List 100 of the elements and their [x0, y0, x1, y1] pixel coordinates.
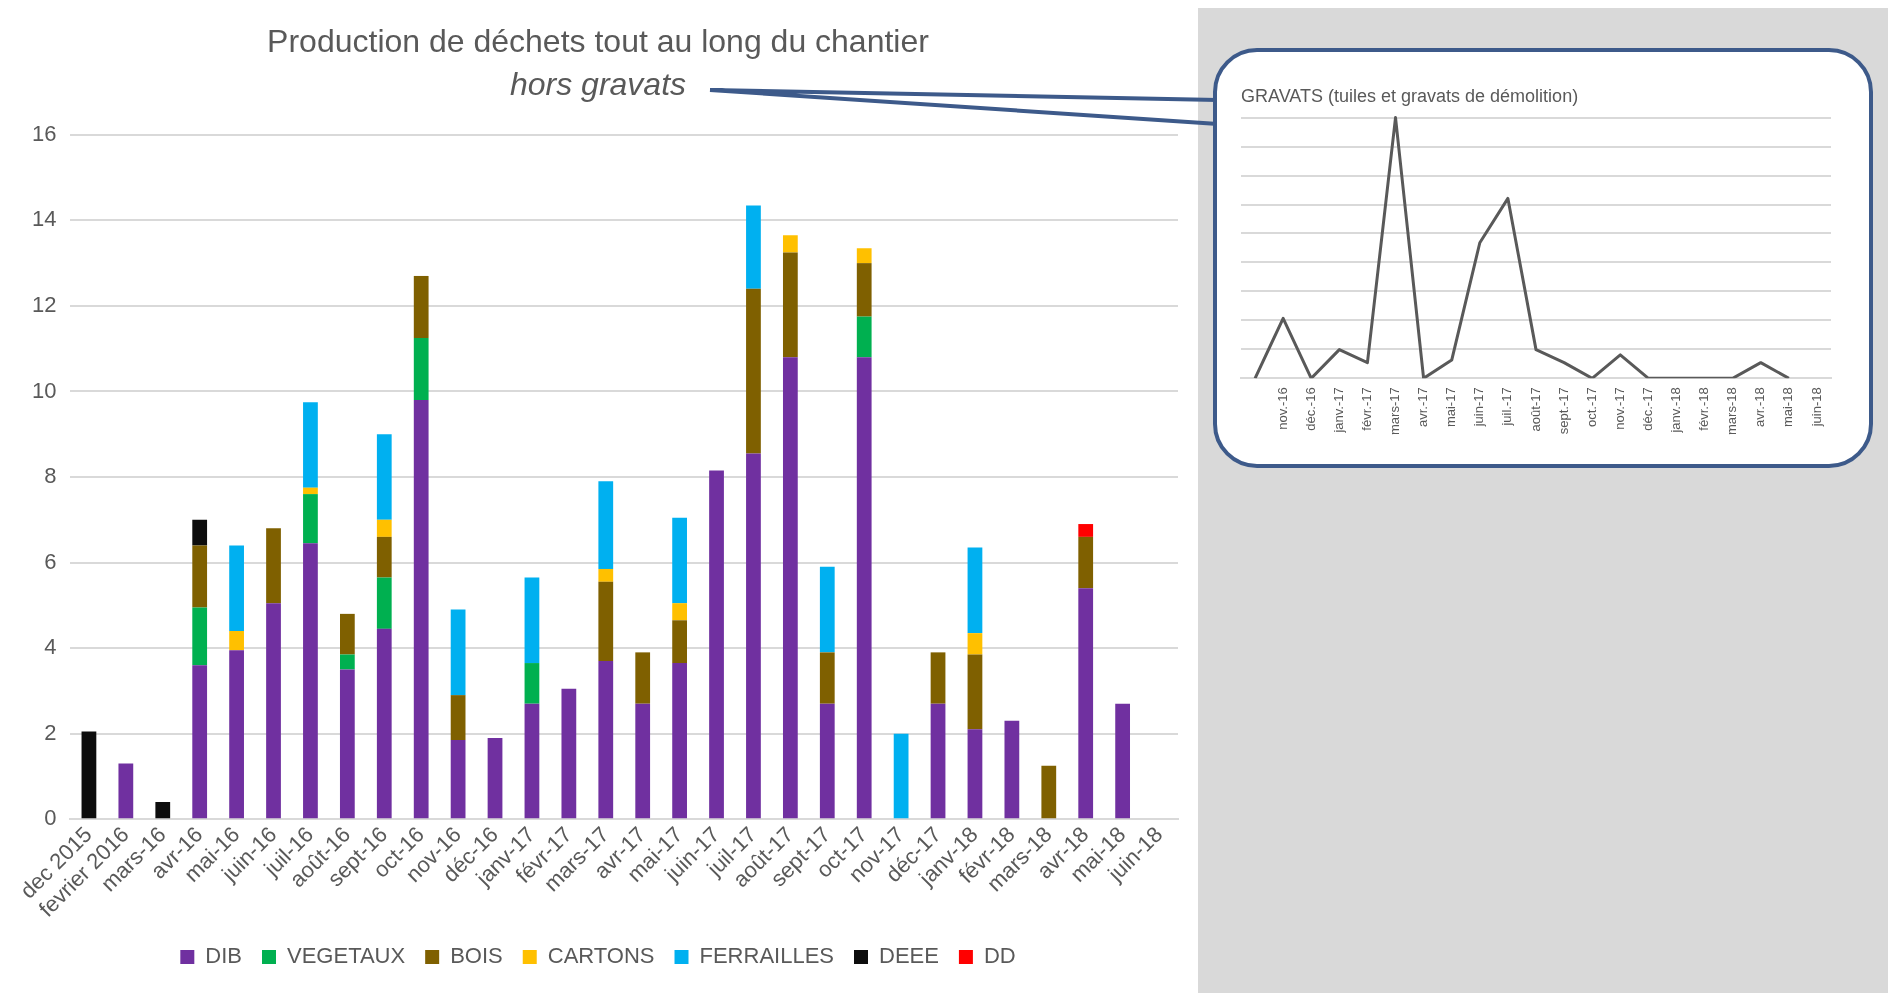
bar	[376, 434, 392, 520]
bar	[598, 581, 614, 661]
x-tick-label: oct.-17	[1583, 387, 1599, 428]
bar	[967, 633, 983, 655]
bar	[1078, 524, 1094, 537]
bar	[266, 603, 281, 819]
chart-title: GRAVATS (tuiles et gravats de démolition)	[1241, 85, 1579, 106]
bar	[635, 703, 651, 819]
bar	[339, 669, 355, 819]
x-tick-label: févr.-18	[1696, 387, 1712, 431]
y-tick-label: 8	[44, 463, 57, 489]
y-tick-label: 4	[44, 634, 57, 660]
bar	[746, 205, 761, 289]
bar	[856, 316, 872, 358]
bar	[413, 400, 429, 819]
bar	[303, 494, 318, 544]
bar	[598, 568, 614, 582]
bar	[524, 577, 540, 664]
y-tick-label: 12	[31, 291, 57, 317]
bar	[118, 763, 134, 819]
bar	[1115, 703, 1131, 819]
bar	[819, 703, 835, 819]
x-tick-label: déc.-16	[1302, 387, 1318, 431]
bar	[1041, 765, 1057, 819]
x-tick-label: nov.-16	[1274, 387, 1290, 430]
y-tick-label: 2	[44, 719, 57, 745]
x-tick-label: déc.-17	[1639, 387, 1655, 431]
bar	[376, 519, 392, 537]
bar	[155, 802, 171, 819]
bar	[709, 470, 724, 819]
bar	[413, 337, 429, 400]
x-tick-label: mai-18	[1780, 387, 1796, 428]
bar	[967, 547, 983, 634]
y-tick-label: 14	[31, 206, 57, 232]
x-tick-label: août-17	[1527, 387, 1543, 432]
x-tick-label: mars-17	[1387, 387, 1403, 436]
bar	[1078, 536, 1094, 589]
x-tick-label: janv.-17	[1330, 387, 1346, 434]
bar	[672, 663, 687, 819]
y-tick-label: 16	[31, 120, 57, 146]
legend-label: FERRAILLES	[699, 943, 835, 969]
bar	[229, 650, 244, 819]
bar	[782, 252, 798, 358]
chart-subtitle: hors gravats	[509, 65, 687, 102]
legend-label: CARTONS	[547, 943, 655, 969]
x-tick-label: juin-17	[1471, 387, 1487, 428]
bar	[303, 402, 318, 488]
bar	[598, 481, 614, 569]
bar	[1004, 720, 1020, 819]
x-tick-label: nov.-17	[1611, 387, 1627, 430]
bar	[782, 235, 798, 253]
bar	[487, 737, 503, 819]
bar	[672, 603, 687, 621]
x-tick-label: juin-18	[1808, 387, 1824, 428]
bar	[376, 536, 392, 578]
bar	[1078, 588, 1094, 819]
chart-title: Production de déchets tout au long du chantier	[267, 23, 930, 60]
bar	[819, 566, 835, 653]
legend-label: VEGETAUX	[286, 943, 406, 969]
bar	[81, 731, 97, 819]
y-tick-label: 6	[44, 548, 57, 574]
bar	[672, 517, 687, 604]
bar	[192, 607, 208, 666]
bar	[413, 275, 429, 338]
bar	[930, 652, 946, 704]
x-tick-label: mars-18	[1724, 387, 1740, 436]
bar	[376, 628, 392, 819]
bar	[524, 663, 540, 704]
bar	[450, 740, 466, 819]
bar	[339, 654, 355, 670]
bar	[893, 733, 909, 819]
x-tick-label: mai-17	[1443, 387, 1459, 428]
bar	[967, 729, 983, 819]
bar	[192, 545, 208, 608]
bar	[856, 357, 872, 819]
bar	[598, 660, 614, 819]
bar	[192, 665, 208, 819]
bar	[376, 577, 392, 629]
bar	[746, 288, 761, 454]
bar	[561, 688, 577, 819]
bar	[524, 703, 540, 819]
bar	[672, 620, 687, 664]
bar	[856, 248, 872, 264]
bar	[303, 543, 318, 819]
legend-label: DIB	[205, 943, 243, 969]
bar	[192, 519, 208, 546]
bar	[450, 609, 466, 696]
x-tick-label: juil.-17	[1499, 387, 1515, 427]
x-tick-label: avr.-18	[1752, 387, 1768, 428]
bar	[450, 695, 466, 741]
bar	[229, 545, 244, 631]
bar	[266, 528, 281, 604]
bar	[782, 357, 798, 819]
bar	[229, 630, 244, 651]
bar	[303, 487, 318, 495]
x-tick-label: sept.-17	[1555, 387, 1571, 435]
bar	[967, 654, 983, 730]
legend-label: DEEE	[879, 943, 939, 969]
x-tick-label: avr.-17	[1415, 387, 1431, 428]
legend-label: BOIS	[450, 943, 503, 969]
